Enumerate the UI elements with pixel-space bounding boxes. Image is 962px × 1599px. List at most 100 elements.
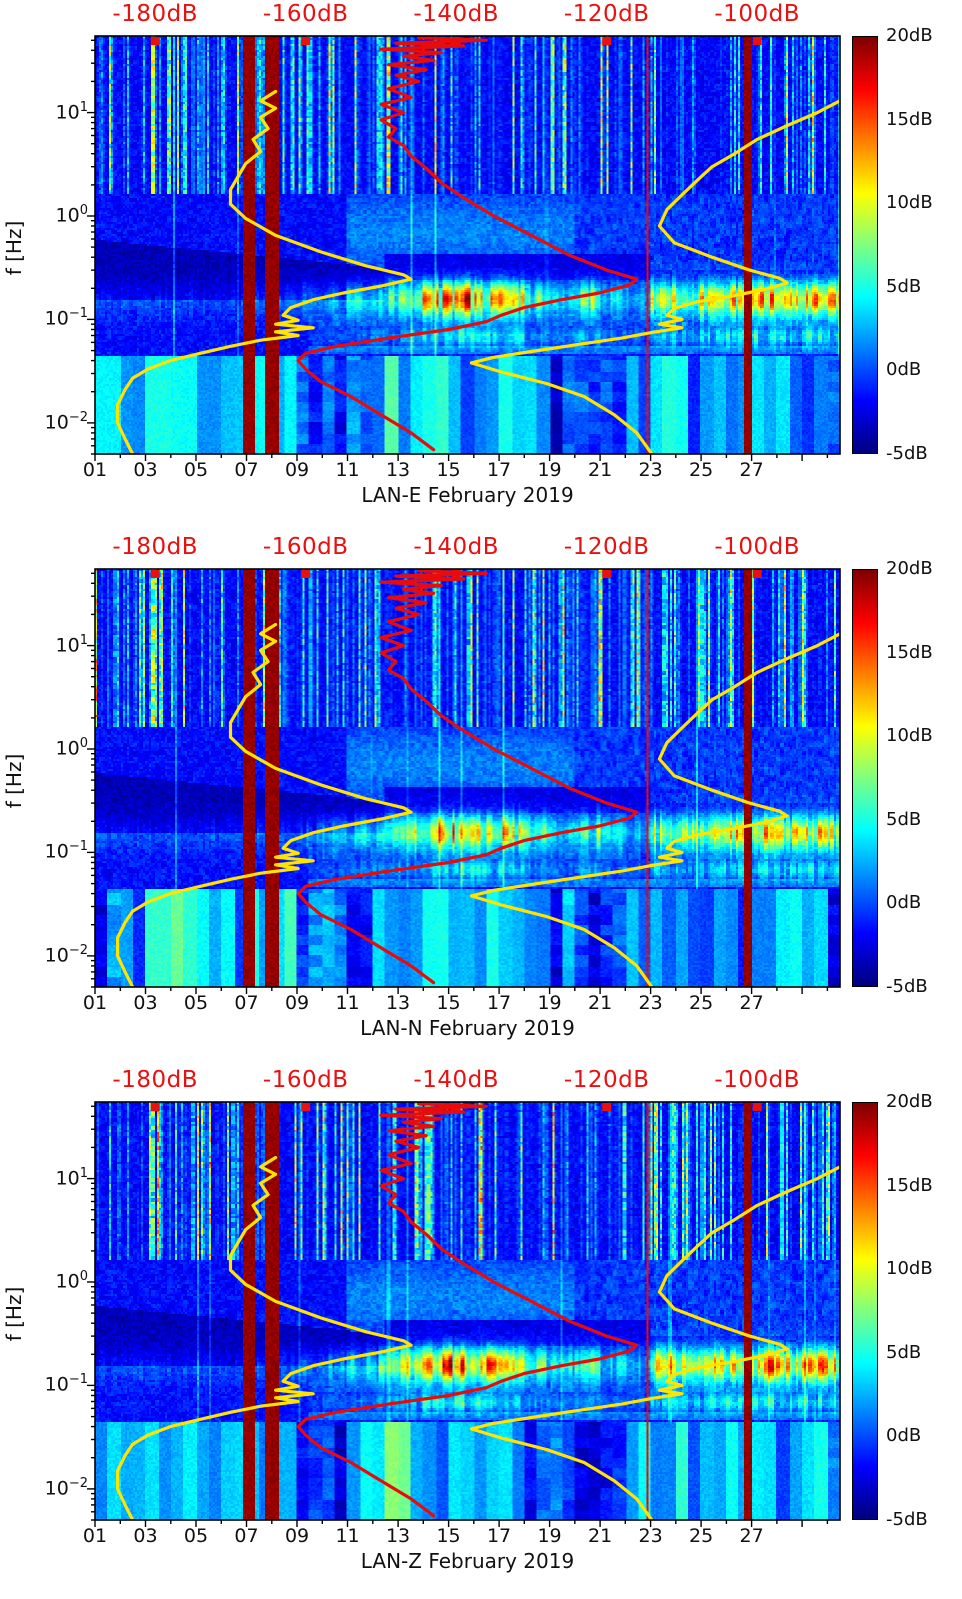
colorbar-tick-label: 20dB xyxy=(886,25,933,46)
x-tick-label: 17 xyxy=(486,1525,512,1547)
top-axis-label: -100dB xyxy=(714,1067,801,1093)
top-axis-label: -100dB xyxy=(714,534,801,560)
x-tick-label: 01 xyxy=(82,459,108,481)
x-tick-label: 25 xyxy=(689,459,714,481)
top-axis-label: -140dB xyxy=(413,1067,499,1093)
x-tick-label: 21 xyxy=(587,1525,613,1547)
x-tick-label: 15 xyxy=(436,1525,461,1547)
spectrogram-canvas xyxy=(95,569,840,987)
x-tick-label: 05 xyxy=(183,459,209,481)
x-tick-label: 15 xyxy=(436,992,461,1014)
y-tick-label: 10−1 xyxy=(44,1372,88,1396)
x-tick-label: 27 xyxy=(739,992,764,1014)
top-axis-label: -140dB xyxy=(413,1,499,27)
colorbar-tick-label: 15dB xyxy=(886,641,933,663)
spectrogram-canvas xyxy=(95,36,840,454)
colorbar-tick-label: 5dB xyxy=(886,1341,922,1363)
colorbar-canvas xyxy=(853,570,877,986)
top-axis-label: -120dB xyxy=(563,1,650,27)
x-tick-label: 03 xyxy=(133,992,158,1014)
x-tick-label: 13 xyxy=(385,459,411,481)
x-tick-label: 09 xyxy=(284,992,310,1014)
y-tick-label: 10−2 xyxy=(44,942,88,967)
top-axis-label: -160dB xyxy=(262,1,349,27)
y-axis-label: f [Hz] xyxy=(2,1286,26,1342)
spectrogram-panel-2: -180dB -160dB -140dB -120dB -100dB 01 03 05 07 09… xyxy=(0,533,962,1066)
panel-title: LAN-Z February 2019 xyxy=(360,1549,575,1573)
colorbar-tick-label: 5dB xyxy=(886,275,922,297)
x-tick-label: 07 xyxy=(234,992,259,1014)
colorbar-tick-label: 10dB xyxy=(886,725,933,747)
spectrogram-panel-3: -180dB -160dB -140dB -120dB -100dB 01 03 05 07 09… xyxy=(0,1066,962,1599)
x-tick-label: 23 xyxy=(638,992,663,1014)
x-tick-label: 19 xyxy=(537,1525,562,1547)
y-tick-label: 10−1 xyxy=(44,839,88,863)
top-axis-label: -180dB xyxy=(112,534,198,560)
x-tick-label: 19 xyxy=(537,992,562,1014)
spectrogram-panel-1: -180dB -160dB -140dB -120dB -100dB 01 03 05 07 09… xyxy=(0,0,962,533)
y-tick-label: 100 xyxy=(55,203,88,227)
x-tick-label: 17 xyxy=(486,459,512,481)
x-tick-label: 25 xyxy=(689,992,714,1014)
colorbar xyxy=(852,1102,878,1520)
colorbar-tick-label: 10dB xyxy=(886,192,933,214)
x-tick-label: 25 xyxy=(689,1525,714,1547)
top-axis-label: -120dB xyxy=(563,1067,650,1093)
x-tick-label: 17 xyxy=(486,992,512,1014)
spectrogram-canvas xyxy=(95,1102,840,1520)
y-axis-label: f [Hz] xyxy=(2,220,26,276)
x-tick-label: 23 xyxy=(638,1525,663,1547)
colorbar-canvas xyxy=(853,37,877,453)
x-tick-label: 23 xyxy=(638,459,663,481)
colorbar-tick-label: 0dB xyxy=(886,359,922,381)
y-tick-label: 101 xyxy=(55,632,88,656)
panel-title: LAN-E February 2019 xyxy=(361,483,574,507)
colorbar-tick-label: 20dB xyxy=(886,558,933,579)
x-tick-label: 27 xyxy=(739,1525,764,1547)
top-axis-label: -180dB xyxy=(112,1,198,27)
colorbar-tick-label: 20dB xyxy=(886,1091,933,1112)
top-axis-label: -120dB xyxy=(563,534,650,560)
colorbar-tick-label: 15dB xyxy=(886,108,933,130)
x-tick-label: 27 xyxy=(739,459,764,481)
colorbar-tick-label: 0dB xyxy=(886,1425,922,1447)
x-tick-label: 13 xyxy=(385,1525,411,1547)
x-tick-label: 09 xyxy=(284,459,310,481)
x-tick-label: 05 xyxy=(183,1525,209,1547)
y-tick-label: 100 xyxy=(55,736,88,760)
top-axis-label: -160dB xyxy=(262,534,349,560)
x-tick-label: 05 xyxy=(183,992,209,1014)
y-tick-label: 101 xyxy=(55,1165,88,1189)
x-tick-label: 01 xyxy=(82,1525,108,1547)
colorbar xyxy=(852,36,878,454)
colorbar xyxy=(852,569,878,987)
x-tick-label: 03 xyxy=(133,459,158,481)
colorbar-tick-label: -5dB xyxy=(886,443,928,464)
y-axis-label: f [Hz] xyxy=(2,753,26,809)
y-tick-label: 10−2 xyxy=(44,1475,88,1500)
x-tick-label: 07 xyxy=(234,459,259,481)
x-tick-label: 19 xyxy=(537,459,562,481)
x-tick-label: 11 xyxy=(335,459,360,481)
colorbar-tick-label: 5dB xyxy=(886,808,922,830)
x-tick-label: 03 xyxy=(133,1525,158,1547)
y-tick-label: 100 xyxy=(55,1269,88,1293)
x-tick-label: 13 xyxy=(385,992,411,1014)
x-tick-label: 09 xyxy=(284,1525,310,1547)
colorbar-tick-label: 10dB xyxy=(886,1258,933,1280)
panel-title: LAN-N February 2019 xyxy=(360,1016,575,1040)
top-axis-label: -180dB xyxy=(112,1067,198,1093)
colorbar-tick-label: -5dB xyxy=(886,1509,928,1530)
top-axis-label: -140dB xyxy=(413,534,499,560)
colorbar-tick-label: 0dB xyxy=(886,892,922,914)
x-tick-label: 21 xyxy=(587,992,613,1014)
x-tick-label: 11 xyxy=(335,1525,360,1547)
colorbar-tick-label: -5dB xyxy=(886,976,928,997)
y-tick-label: 101 xyxy=(55,99,88,123)
x-tick-label: 01 xyxy=(82,992,108,1014)
top-axis-label: -100dB xyxy=(714,1,801,27)
colorbar-canvas xyxy=(853,1103,877,1519)
x-tick-label: 15 xyxy=(436,459,461,481)
y-tick-label: 10−2 xyxy=(44,409,88,434)
